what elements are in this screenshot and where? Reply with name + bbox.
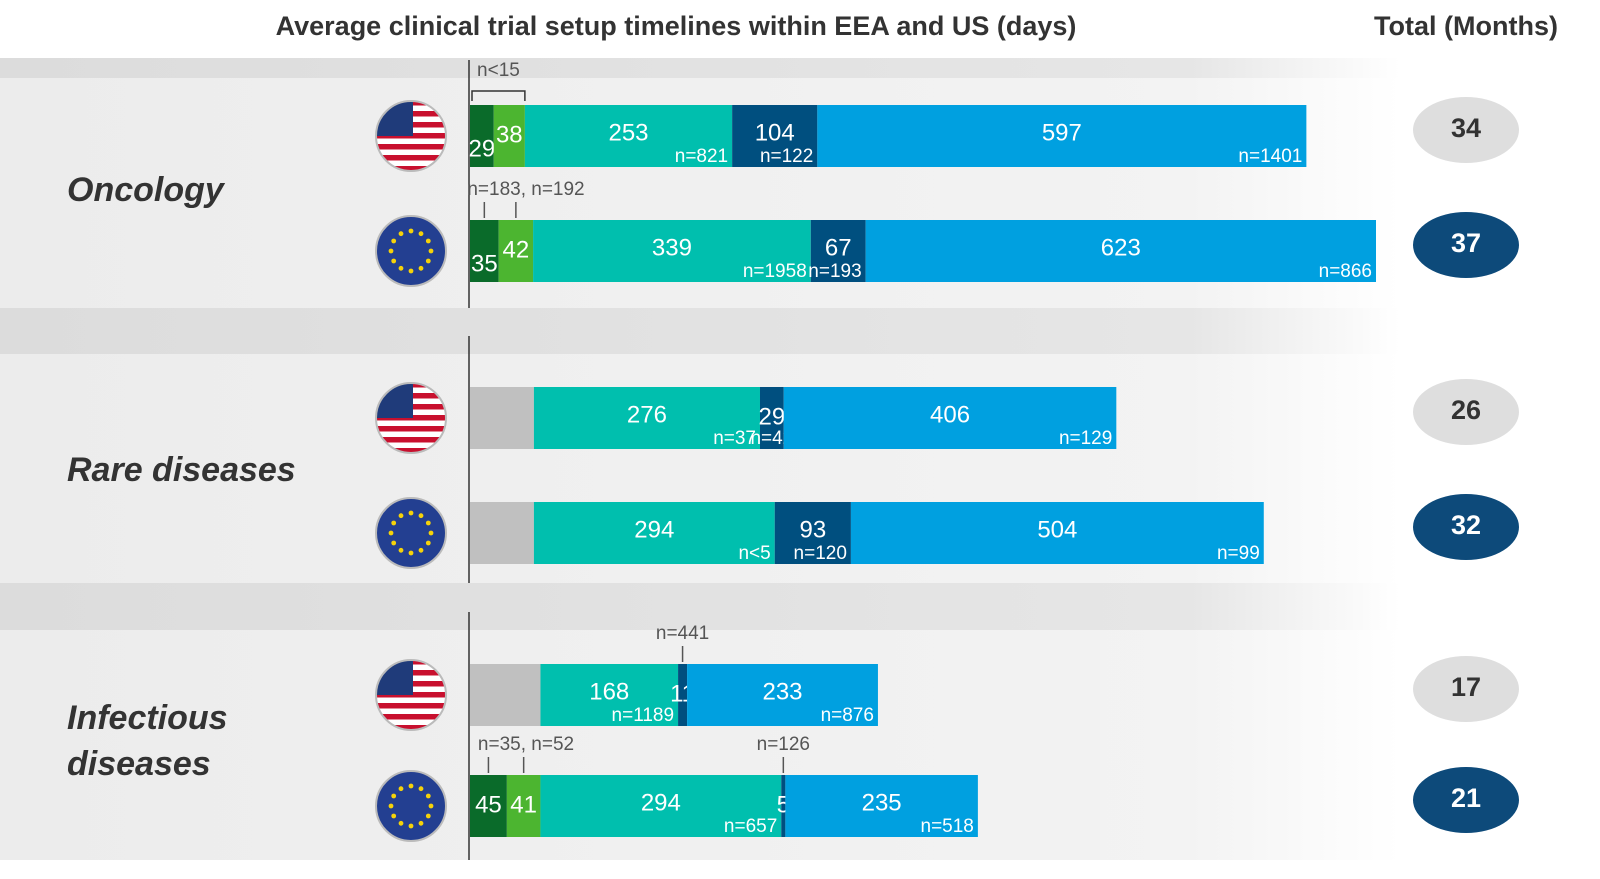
n-label: n=866: [1319, 261, 1372, 282]
flag: [375, 770, 447, 842]
value-label: 339: [652, 234, 692, 261]
value-label: 67: [825, 234, 852, 261]
value-label: 233: [762, 678, 802, 705]
n-label: n=120: [794, 543, 847, 564]
chart-title: Average clinical trial setup timelines w…: [276, 11, 1077, 41]
flag: [375, 659, 447, 731]
flag: [375, 100, 447, 172]
n-label: n=821: [675, 146, 728, 167]
note: n<15: [477, 60, 520, 81]
bar-segment: [470, 387, 534, 449]
bar-segment: [687, 664, 878, 726]
bar-segment: [470, 664, 541, 726]
total-badge: [1413, 212, 1519, 278]
bar-segment: [732, 105, 818, 167]
value-label: 104: [755, 119, 795, 146]
bar-segment: [533, 220, 811, 282]
value-label: 235: [862, 789, 902, 816]
value-label: 168: [589, 678, 629, 705]
value-label: 93: [799, 516, 826, 543]
total-badge: [1413, 379, 1519, 445]
n-label: n=99: [1217, 543, 1260, 564]
total-label: 34: [1451, 113, 1481, 143]
group-label: Rare diseases: [67, 451, 296, 489]
note: n=183, n=192: [467, 179, 584, 200]
n-label: n=657: [724, 816, 777, 837]
value-label: 253: [608, 119, 648, 146]
value-label: 504: [1037, 516, 1077, 543]
n-label: n=42: [750, 428, 793, 449]
total-label: 17: [1451, 672, 1481, 702]
total-badge: [1413, 656, 1519, 722]
value-label: 623: [1101, 234, 1141, 261]
bar-segment: [540, 664, 679, 726]
bar-segment: [470, 220, 499, 282]
value-label: 45: [475, 791, 502, 818]
total-label: 32: [1451, 510, 1481, 540]
bar-segment: [865, 220, 1376, 282]
bar-segment: [533, 387, 760, 449]
total-badge: [1413, 767, 1519, 833]
n-label: n=1958: [743, 261, 807, 282]
total-badge: [1413, 97, 1519, 163]
bar-segment: [817, 105, 1307, 167]
n-label: n=1189: [612, 705, 675, 726]
value-label: 29: [469, 135, 496, 162]
value-label: 406: [930, 401, 970, 428]
note: n=35, n=52: [478, 734, 574, 755]
bar-segment: [781, 775, 786, 837]
value-label: 29: [759, 403, 786, 430]
group-label: Oncology: [67, 171, 226, 209]
n-label: n=129: [1059, 428, 1112, 449]
bar-segment: [850, 502, 1264, 564]
bar-segment: [470, 775, 507, 837]
n-label: n=37: [713, 428, 756, 449]
bar-segment: [470, 502, 534, 564]
value-label: 276: [627, 401, 667, 428]
flag: [375, 215, 447, 287]
bar-segment: [533, 502, 775, 564]
bar-segment: [524, 105, 733, 167]
total-header: Total (Months): [1374, 11, 1558, 41]
note: n=126: [757, 734, 810, 755]
value-label: 38: [496, 121, 523, 148]
n-label: n=1401: [1238, 146, 1302, 167]
group-label: Infectious diseases: [67, 699, 228, 783]
bar-segment: [506, 775, 541, 837]
bar-segment: [470, 105, 494, 167]
n-label: n=518: [921, 816, 974, 837]
value-label: 35: [471, 250, 498, 277]
bar-segment: [774, 502, 851, 564]
n-label: n=193: [808, 261, 861, 282]
bar-segment: [810, 220, 866, 282]
bar-segment: [540, 775, 782, 837]
value-label: 42: [503, 236, 530, 263]
n-label: n<5: [738, 543, 770, 564]
flag: [375, 497, 447, 569]
value-label: 597: [1042, 119, 1082, 146]
n-label: n=122: [760, 146, 813, 167]
value-label: 294: [634, 516, 674, 543]
flag: [375, 382, 447, 454]
bar-segment: [678, 664, 688, 726]
bar-segment: [498, 220, 534, 282]
value-label: 294: [641, 789, 681, 816]
bar-segment: [783, 387, 1117, 449]
bracket: [471, 90, 526, 101]
total-label: 37: [1451, 228, 1481, 258]
bar-segment: [493, 105, 525, 167]
bar-segment: [759, 387, 784, 449]
total-label: 21: [1451, 783, 1481, 813]
value-label: 41: [510, 791, 537, 818]
total-label: 26: [1451, 395, 1481, 425]
note: n=441: [656, 623, 709, 644]
n-label: n=876: [821, 705, 874, 726]
total-badge: [1413, 494, 1519, 560]
bar-segment: [785, 775, 978, 837]
